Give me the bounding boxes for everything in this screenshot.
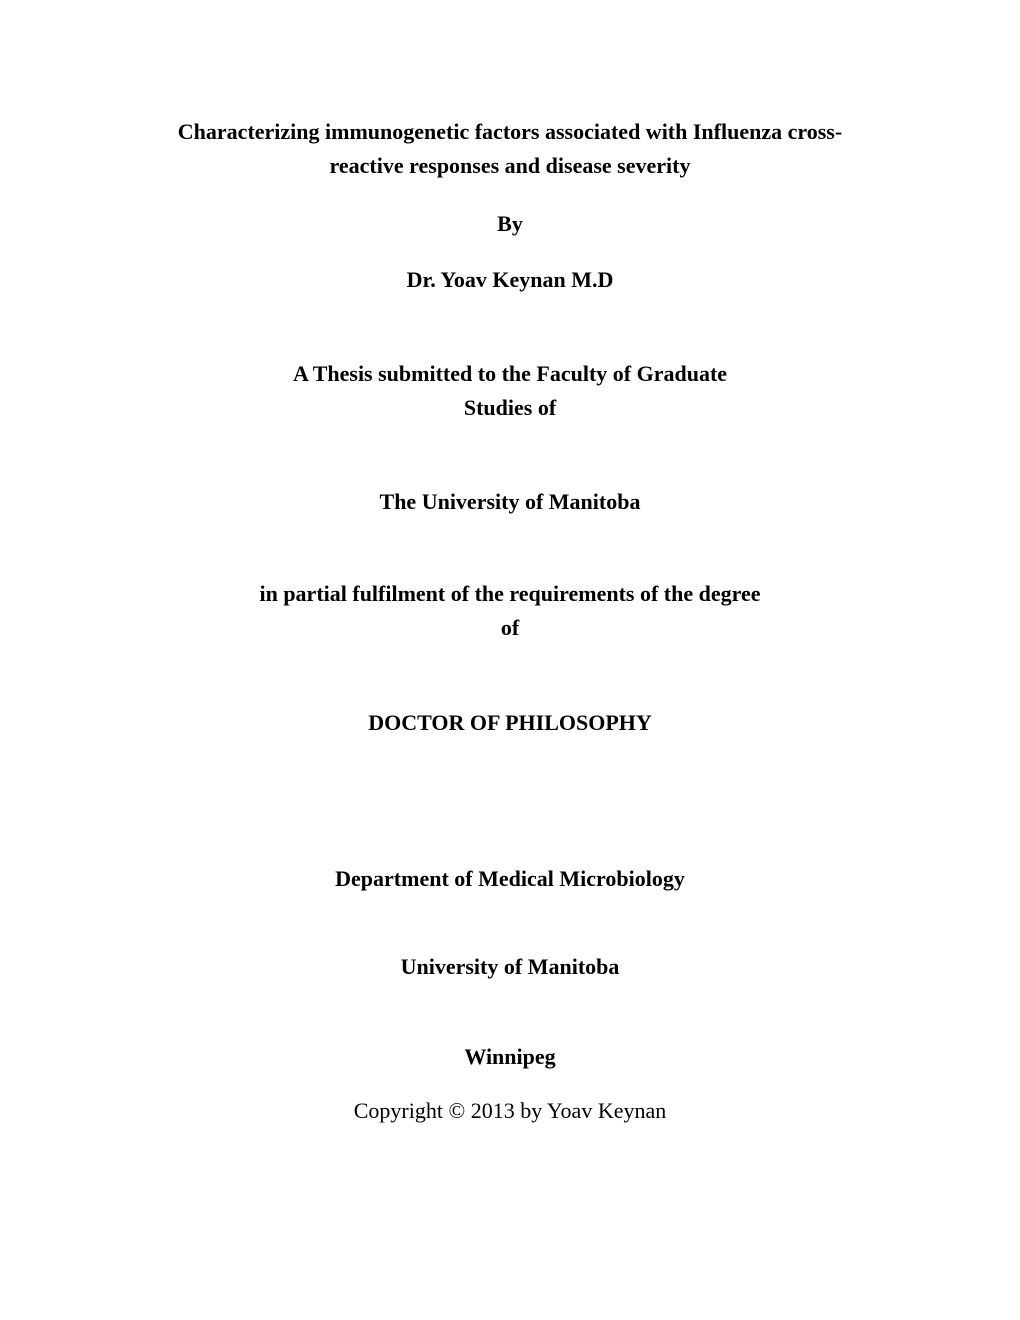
- title-line-2: reactive responses and disease severity: [330, 153, 691, 178]
- fulfilment-line-1: in partial fulfilment of the requirement…: [259, 581, 760, 606]
- thesis-title: Characterizing immunogenetic factors ass…: [178, 115, 842, 183]
- copyright-notice: Copyright © 2013 by Yoav Keynan: [354, 1098, 667, 1124]
- by-label: By: [497, 211, 523, 237]
- department-name: Department of Medical Microbiology: [335, 866, 685, 892]
- city-name: Winnipeg: [464, 1044, 555, 1070]
- title-line-1: Characterizing immunogenetic factors ass…: [178, 119, 842, 144]
- submission-statement: A Thesis submitted to the Faculty of Gra…: [293, 357, 727, 425]
- submitted-line-1: A Thesis submitted to the Faculty of Gra…: [293, 361, 727, 386]
- submitted-line-2: Studies of: [464, 395, 556, 420]
- degree-name: DOCTOR OF PHILOSOPHY: [368, 710, 652, 736]
- fulfilment-statement: in partial fulfilment of the requirement…: [259, 577, 760, 645]
- thesis-title-page: Characterizing immunogenetic factors ass…: [125, 115, 895, 1124]
- author-name: Dr. Yoav Keynan M.D: [407, 267, 614, 293]
- university-name-1: The University of Manitoba: [380, 489, 641, 515]
- university-name-2: University of Manitoba: [401, 954, 620, 980]
- fulfilment-line-2: of: [501, 615, 519, 640]
